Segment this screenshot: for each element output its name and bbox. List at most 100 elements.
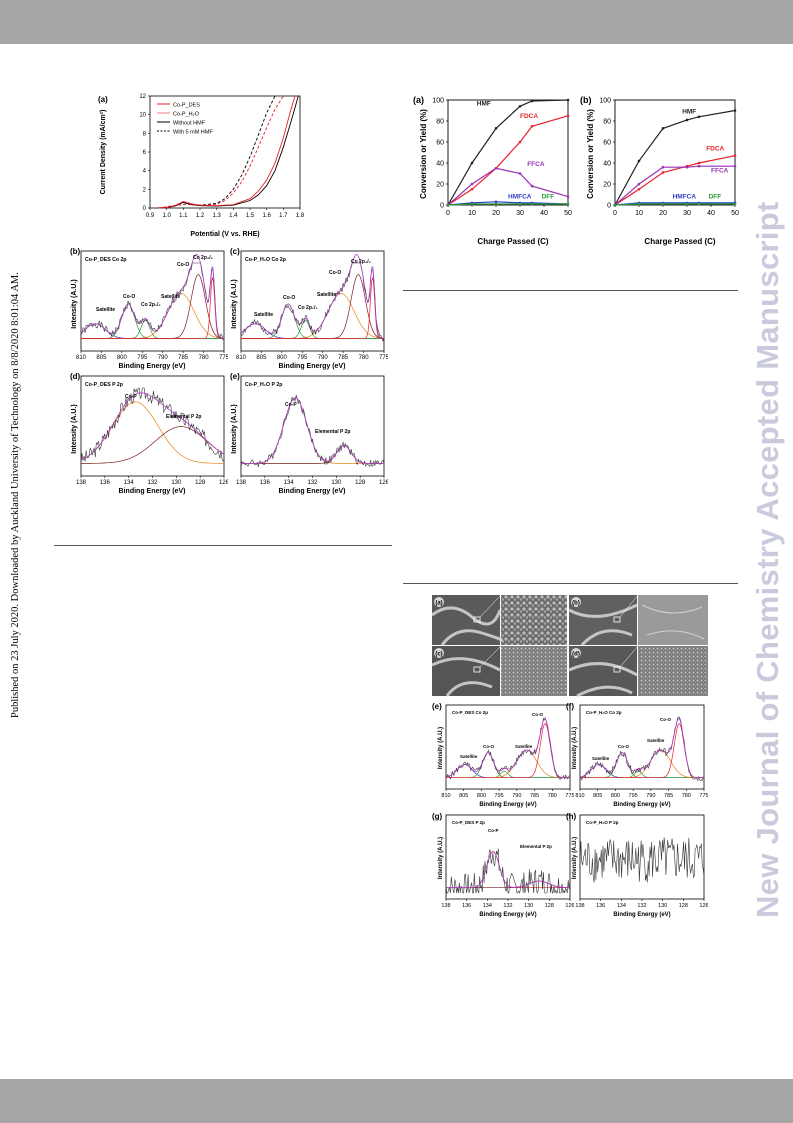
y-tick-label: 80 [436,119,444,126]
series-line [614,109,736,206]
fit-component [80,323,224,339]
peak-label: Satellite [460,754,478,759]
y-tick-label: 2 [143,187,147,193]
x-axis-label: Charge Passed (C) [644,237,715,246]
x-axis-label: Binding Energy (eV) [613,802,670,808]
x-tick-label: 138 [575,903,584,909]
peak-label: Elemental P 2p [520,844,552,849]
x-tick-label: 795 [137,355,148,361]
x-axis-label: Binding Energy (eV) [119,363,186,370]
panel-title: Co-P_H₂O Co 2p [245,257,286,263]
x-tick-label: 132 [503,903,512,909]
x-tick-label: 10 [635,210,643,217]
x-tick-label: 775 [219,355,228,361]
x-axis-label: Binding Energy (eV) [479,912,536,918]
series-label: HMFCA [673,194,697,201]
x-tick-label: 795 [629,793,638,799]
series-line [158,95,299,209]
journal-watermark: New Journal of Chemistry Accepted Manusc… [750,201,785,918]
sem-image-grid: (a) (b) (c) (d) [432,595,708,697]
y-tick-label: 12 [139,94,146,100]
lsv-legend: Co-P_DES Co-P_H₂O Without HMF With 5 mM … [157,103,213,136]
series-label: FDCA [706,145,724,152]
x-axis-label: Binding Energy (eV) [279,488,346,495]
peak-label: Co-P [125,394,137,400]
peak-label: Co 2p₁/₂ [298,305,318,311]
data-point [530,99,534,103]
data-point [661,171,665,174]
y-tick-label: 100 [432,98,444,105]
raw-spectrum [445,848,571,894]
raw-spectrum [579,716,705,782]
x-tick-label: 1.2 [196,213,205,219]
x-tick-label: 50 [731,210,739,217]
data-point [566,114,570,118]
x-tick-label: 20 [492,210,500,217]
peak-label: Co-O [618,744,629,749]
sem-label: (b) [572,601,580,607]
data-point [470,161,474,165]
peak-label: Co-P [285,402,297,408]
x-tick-label: 0.9 [146,213,155,219]
y-tick-label: 8 [143,131,147,137]
peak-label: Satellite [254,312,273,318]
series-line [614,203,735,206]
x-tick-label: 132 [147,480,158,486]
y-tick-label: 0 [607,203,611,210]
plot-frame [614,99,736,206]
y-tick-label: 10 [139,113,146,119]
x-tick-label: 780 [359,355,370,361]
y-axis-label: Intensity (A.U.) [71,279,78,328]
x-tick-label: 132 [307,480,318,486]
x-tick-label: 138 [441,903,450,909]
y-tick-label: 20 [603,182,611,189]
y-tick-label: 0 [143,206,147,212]
x-tick-label: 785 [178,355,189,361]
series-line [614,155,736,206]
xps-panel-rg: (g) Co-P_DES P 2p Co-P Elemental P 2p 13… [432,812,574,918]
fit-envelope [80,253,225,339]
series-line [447,203,568,206]
sem-tile [501,595,567,645]
y-tick-label: 40 [436,161,444,168]
data-point [661,127,665,130]
fit-component [241,277,384,339]
sem-label: (d) [572,652,580,658]
data-point [697,161,701,165]
series-line [158,95,284,209]
x-tick-label: 136 [596,903,605,909]
fit-component [81,426,225,464]
x-axis-label: Binding Energy (eV) [279,363,346,370]
fit-component [81,277,224,339]
data-point [494,200,498,204]
x-tick-label: 134 [124,480,135,486]
x-tick-label: 128 [355,480,366,486]
x-tick-label: 130 [331,480,342,486]
sem-tile [638,646,708,696]
raw-spectrum [240,394,385,468]
panel-label: (e) [230,372,240,381]
xps-panel-re: (e) Co-P_DES Co 2p Satellite Co-O Satell… [432,702,574,808]
data-point [494,127,498,130]
data-point [470,182,474,186]
peak-label: Co 2p₁/₂ [141,302,161,308]
x-tick-label: 136 [260,480,271,486]
peak-label: Co-O [177,262,189,268]
x-tick-label: 138 [236,480,247,486]
x-tick-label: 780 [682,793,691,799]
series-line [447,115,569,206]
x-axis-label: Binding Energy (eV) [119,488,186,495]
series-label: DFF [542,194,555,201]
x-axis-label: Potential (V vs. RHE) [190,231,259,238]
y-axis-label: Intensity (A.U.) [438,727,444,769]
x-tick-label: 810 [441,793,450,799]
data-point [637,202,641,206]
data-point [697,164,701,168]
panel-label: (f) [566,702,574,711]
x-tick-label: 40 [540,210,548,217]
x-tick-label: 1.5 [246,213,255,219]
series-label: FFCA [527,161,545,168]
y-tick-label: 0 [440,203,444,210]
data-point [530,124,534,128]
right-divider-2 [403,583,738,584]
